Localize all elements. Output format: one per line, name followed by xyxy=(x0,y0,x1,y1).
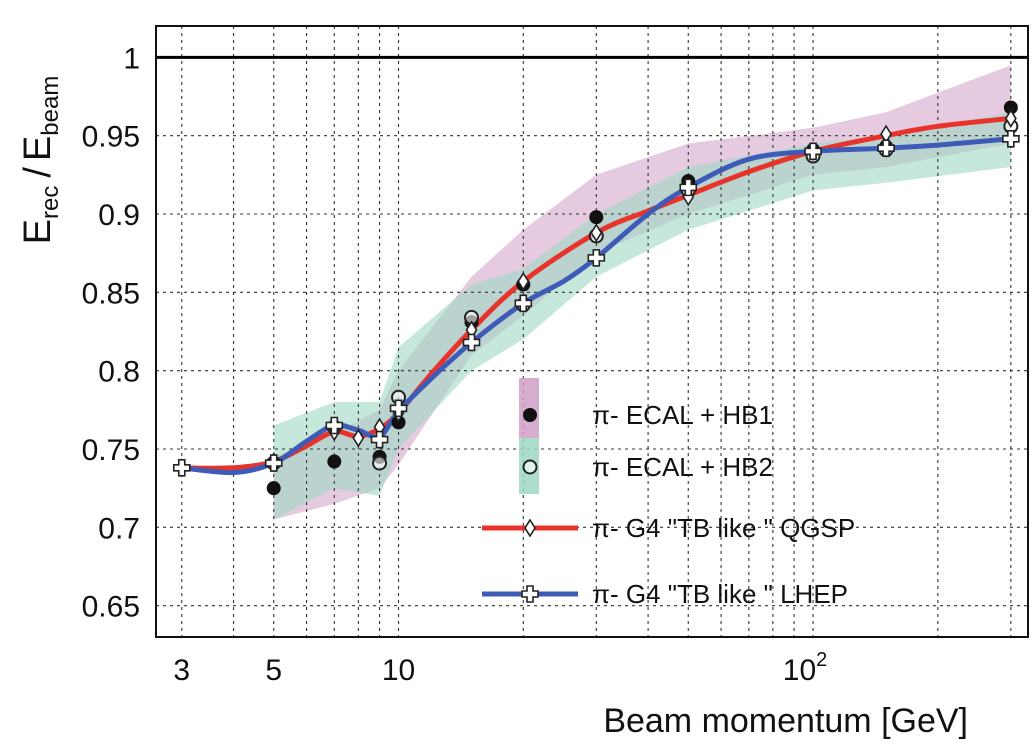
legend-marker-2 xyxy=(522,459,538,475)
point-series-3 xyxy=(1004,108,1017,128)
legend-marker-1 xyxy=(523,408,537,422)
point-series-4 xyxy=(514,294,533,313)
point-series-1 xyxy=(589,210,604,225)
y-axis-title-main: E xyxy=(17,219,59,244)
point-series-4 xyxy=(172,459,191,477)
data-markers xyxy=(172,100,1020,496)
y-tick-label: 0.75 xyxy=(82,434,140,467)
x-tick-label-power: 102 xyxy=(783,649,828,687)
legend-band-1 xyxy=(519,378,539,438)
point-series-3 xyxy=(590,223,603,243)
point-series-3 xyxy=(517,271,530,291)
x-tick-power-exp: 2 xyxy=(816,649,827,671)
point-series-4 xyxy=(587,249,606,267)
y-tick-label: 0.85 xyxy=(82,277,140,310)
point-series-4 xyxy=(462,333,481,352)
point-series-4 xyxy=(370,430,389,449)
x-axis-title: Beam momentum [GeV] xyxy=(603,702,968,740)
x-tick-label: 3 xyxy=(173,654,190,687)
x-tick-label: 5 xyxy=(265,654,282,687)
point-series-1 xyxy=(327,454,342,469)
legend-label-1: π- ECAL + HB1 xyxy=(592,400,773,430)
error-bands xyxy=(273,65,1011,520)
point-series-4 xyxy=(389,399,408,418)
x-tick-power-base: 10 xyxy=(783,654,816,687)
point-series-2 xyxy=(372,455,388,471)
y-axis-title: Erec / Ebeam xyxy=(17,76,64,245)
point-series-4 xyxy=(877,139,895,157)
band-series-2 xyxy=(273,112,1011,520)
legend: π- ECAL + HB1 π- ECAL + HB2 π- G4 "TB like… xyxy=(482,378,855,609)
plot-frame xyxy=(155,25,1029,638)
y-tick-label: 0.9 xyxy=(98,199,140,232)
y-axis-title-num-sub: rec xyxy=(37,186,64,219)
point-series-4 xyxy=(264,454,283,472)
y-tick-label: 0.7 xyxy=(98,512,140,545)
y-tick-label: 0.65 xyxy=(82,591,140,624)
point-series-3 xyxy=(352,428,365,448)
y-tick-label: 0.8 xyxy=(98,356,140,389)
legend-label-3: π- G4 "TB like " QGSP xyxy=(592,513,855,543)
point-series-1 xyxy=(266,481,281,496)
point-series-4 xyxy=(804,142,822,161)
x-axis-title-text: Beam momentum [GeV] xyxy=(603,702,968,740)
legend-label-2: π- ECAL + HB2 xyxy=(592,452,773,482)
legend-label-4: π- G4 "TB like " LHEP xyxy=(592,579,848,609)
y-axis-title-main-2: E xyxy=(17,136,59,161)
legend-marker-4 xyxy=(521,585,539,603)
point-series-4 xyxy=(325,416,344,435)
legend-marker-3 xyxy=(524,518,536,538)
y-tick-label: 1 xyxy=(123,42,140,75)
point-series-4 xyxy=(1002,130,1020,148)
x-tick-label: 10 xyxy=(382,654,415,687)
point-series-4 xyxy=(679,178,698,197)
y-tick-label: 0.95 xyxy=(82,121,140,154)
y-axis-title-den-sub: beam xyxy=(37,76,64,136)
y-axis-title-sep: / xyxy=(17,167,59,178)
